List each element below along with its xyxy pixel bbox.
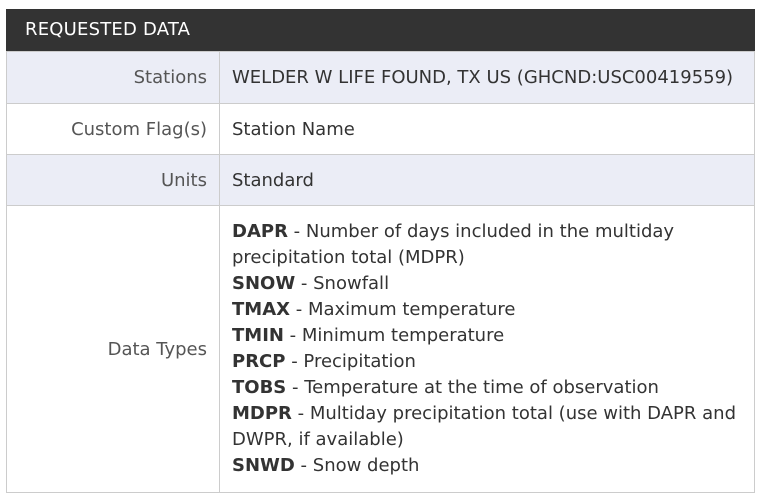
data-type-code: SNWD xyxy=(232,455,295,476)
table-row-units: Units Standard xyxy=(6,154,755,206)
row-value-units: Standard xyxy=(219,154,755,206)
data-type-code: TMIN xyxy=(232,325,284,346)
table-row-stations: Stations WELDER W LIFE FOUND, TX US (GHC… xyxy=(6,51,755,104)
row-label-custom-flags: Custom Flag(s) xyxy=(6,103,220,155)
data-type-item: SNOW - Snowfall xyxy=(232,271,746,297)
data-type-desc: - Snowfall xyxy=(295,273,390,294)
data-type-item: TOBS - Temperature at the time of observ… xyxy=(232,375,746,401)
data-type-desc: - Number of days included in the multida… xyxy=(232,221,675,268)
table-row-data-types: Data Types DAPR - Number of days include… xyxy=(6,205,755,493)
row-label-stations: Stations xyxy=(6,51,220,104)
data-type-code: MDPR xyxy=(232,403,292,424)
row-value-data-types: DAPR - Number of days included in the mu… xyxy=(219,205,755,493)
data-type-desc: - Snow depth xyxy=(294,455,420,476)
data-type-code: TOBS xyxy=(232,377,287,398)
data-type-item: PRCP - Precipitation xyxy=(232,349,746,375)
data-type-code: DAPR xyxy=(232,221,288,242)
data-type-code: TMAX xyxy=(232,299,290,320)
panel-title: REQUESTED DATA xyxy=(6,9,755,51)
data-type-desc: - Minimum temperature xyxy=(283,325,505,346)
requested-data-panel: REQUESTED DATA Stations WELDER W LIFE FO… xyxy=(6,9,755,493)
data-type-desc: - Temperature at the time of observation xyxy=(286,377,659,398)
row-value-stations: WELDER W LIFE FOUND, TX US (GHCND:USC004… xyxy=(219,51,755,104)
table-row-custom-flags: Custom Flag(s) Station Name xyxy=(6,103,755,155)
data-type-item: TMAX - Maximum temperature xyxy=(232,297,746,323)
data-type-item: DAPR - Number of days included in the mu… xyxy=(232,219,746,271)
row-label-data-types: Data Types xyxy=(6,205,220,493)
data-type-item: MDPR - Multiday precipitation total (use… xyxy=(232,401,746,453)
row-value-custom-flags: Station Name xyxy=(219,103,755,155)
data-type-item: TMIN - Minimum temperature xyxy=(232,323,746,349)
data-type-desc: - Maximum temperature xyxy=(290,299,516,320)
data-type-desc: - Multiday precipitation total (use with… xyxy=(232,403,736,450)
requested-data-table: Stations WELDER W LIFE FOUND, TX US (GHC… xyxy=(6,51,755,493)
data-type-desc: - Precipitation xyxy=(285,351,416,372)
data-type-item: SNWD - Snow depth xyxy=(232,453,746,479)
data-type-code: SNOW xyxy=(232,273,296,294)
data-type-code: PRCP xyxy=(232,351,286,372)
row-label-units: Units xyxy=(6,154,220,206)
